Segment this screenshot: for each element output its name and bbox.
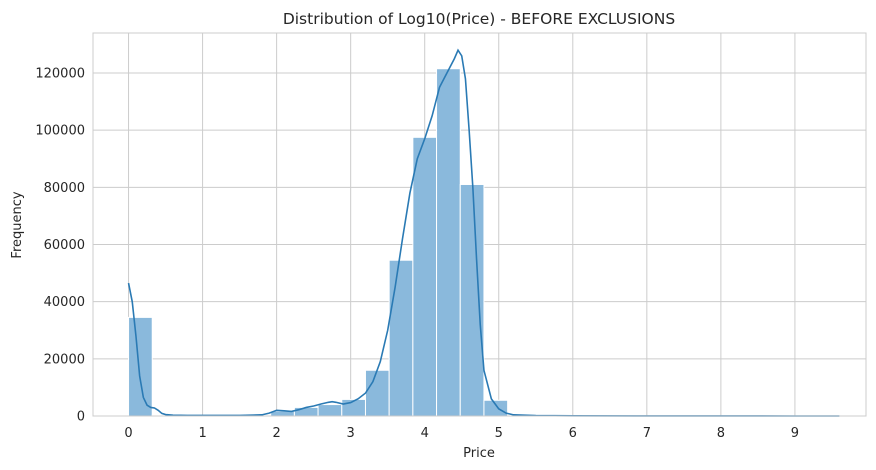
chart-title: Distribution of Log10(Price) - BEFORE EX… (283, 10, 675, 28)
x-axis-label: Price (463, 446, 495, 461)
kde-line (127, 48, 840, 417)
histogram-bar (483, 399, 509, 417)
y-tick-label: 40000 (44, 295, 85, 310)
x-tick-label: 6 (569, 426, 577, 441)
x-gridlines (128, 33, 796, 416)
histogram-bar (459, 183, 485, 417)
x-tick-label: 5 (495, 426, 503, 441)
y-tick-labels: 0 20000 40000 60000 80000 100000 120000 (35, 67, 85, 425)
y-tick-label: 100000 (35, 124, 85, 139)
y-tick-label: 80000 (44, 181, 85, 196)
histogram-bar (128, 316, 153, 417)
y-tick-label: 20000 (44, 352, 85, 367)
x-tick-label: 9 (791, 426, 799, 441)
x-tick-label: 1 (198, 426, 206, 441)
histogram-bar (388, 259, 414, 417)
x-tick-label: 0 (124, 426, 132, 441)
histogram-bar (317, 404, 343, 417)
x-tick-label: 8 (717, 426, 725, 441)
x-tick-labels: 0 1 2 3 4 5 6 7 8 9 (124, 426, 799, 441)
histogram-bar (436, 68, 461, 417)
histogram-bar (412, 136, 438, 417)
y-tick-label: 0 (77, 410, 85, 425)
x-tick-label: 2 (272, 426, 280, 441)
plot-frame (92, 32, 867, 417)
x-tick-label: 3 (347, 426, 355, 441)
y-tick-label: 60000 (44, 238, 85, 253)
x-tick-label: 4 (421, 426, 429, 441)
x-tick-label: 7 (643, 426, 651, 441)
histogram-bar (364, 369, 390, 417)
y-axis-label: Frequency (10, 191, 25, 258)
histogram-bar (293, 406, 319, 417)
y-tick-label: 120000 (35, 67, 85, 82)
